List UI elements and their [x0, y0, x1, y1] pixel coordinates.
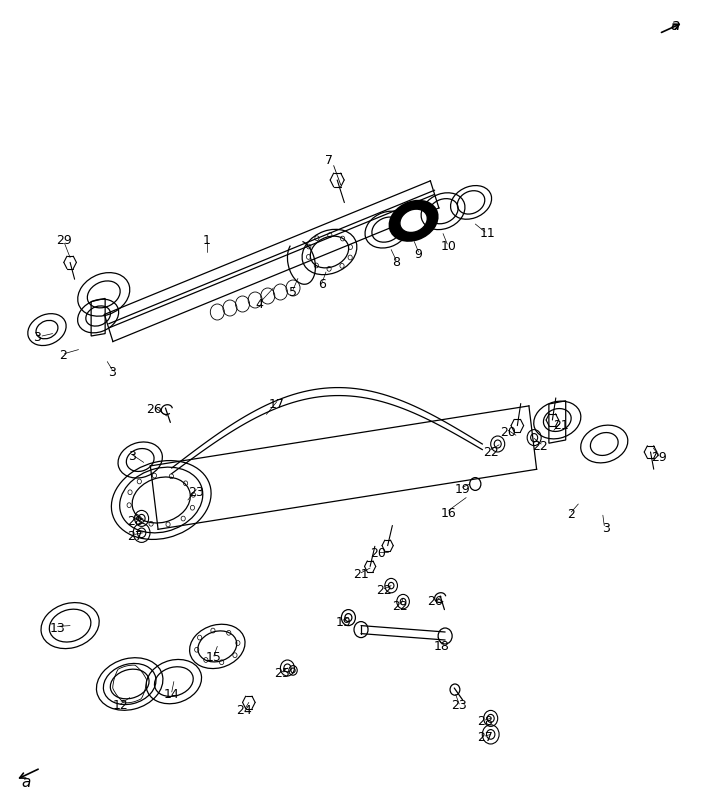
Text: 27: 27 — [477, 731, 493, 744]
Text: 15: 15 — [206, 651, 222, 664]
Text: 5: 5 — [289, 286, 297, 298]
Text: 12: 12 — [113, 699, 128, 712]
Text: 14: 14 — [164, 688, 179, 701]
Text: a: a — [21, 775, 31, 790]
Text: 19: 19 — [336, 616, 351, 629]
Text: 20: 20 — [501, 426, 516, 438]
Text: 8: 8 — [392, 256, 400, 269]
Text: 7: 7 — [325, 154, 334, 166]
Text: 10: 10 — [441, 240, 456, 253]
Text: 22: 22 — [392, 600, 407, 613]
Text: 28: 28 — [477, 715, 493, 728]
Text: 3: 3 — [33, 331, 41, 344]
Text: 20: 20 — [371, 547, 386, 560]
Text: 18: 18 — [434, 640, 449, 653]
Ellipse shape — [390, 202, 437, 240]
Text: 6: 6 — [318, 278, 327, 290]
Text: 3: 3 — [108, 366, 116, 378]
Text: 23: 23 — [189, 486, 204, 498]
Text: 22: 22 — [483, 446, 498, 458]
Text: 29: 29 — [57, 234, 72, 246]
Ellipse shape — [400, 209, 428, 233]
Text: 17: 17 — [269, 398, 285, 410]
Text: 3: 3 — [128, 450, 136, 462]
Text: 11: 11 — [479, 227, 495, 240]
Text: 22: 22 — [532, 440, 547, 453]
Text: 3: 3 — [602, 522, 611, 534]
Text: a: a — [670, 18, 680, 33]
Text: 24: 24 — [236, 704, 252, 717]
Text: 16: 16 — [441, 507, 456, 520]
Text: 22: 22 — [376, 584, 392, 597]
Text: 13: 13 — [50, 622, 65, 634]
Text: 29: 29 — [651, 451, 667, 464]
Text: 9: 9 — [414, 248, 423, 261]
Text: 21: 21 — [553, 419, 569, 432]
Text: 27: 27 — [127, 530, 142, 542]
Text: 25: 25 — [274, 667, 290, 680]
Text: 21: 21 — [353, 568, 369, 581]
Text: 2: 2 — [59, 350, 67, 362]
Text: 28: 28 — [127, 515, 142, 528]
Text: 2: 2 — [567, 508, 576, 521]
Text: 4: 4 — [255, 298, 264, 310]
Text: 26: 26 — [427, 595, 442, 608]
Text: 19: 19 — [455, 483, 470, 496]
Text: 26: 26 — [147, 403, 162, 416]
Text: 1: 1 — [203, 234, 211, 246]
Text: 23: 23 — [451, 699, 467, 712]
